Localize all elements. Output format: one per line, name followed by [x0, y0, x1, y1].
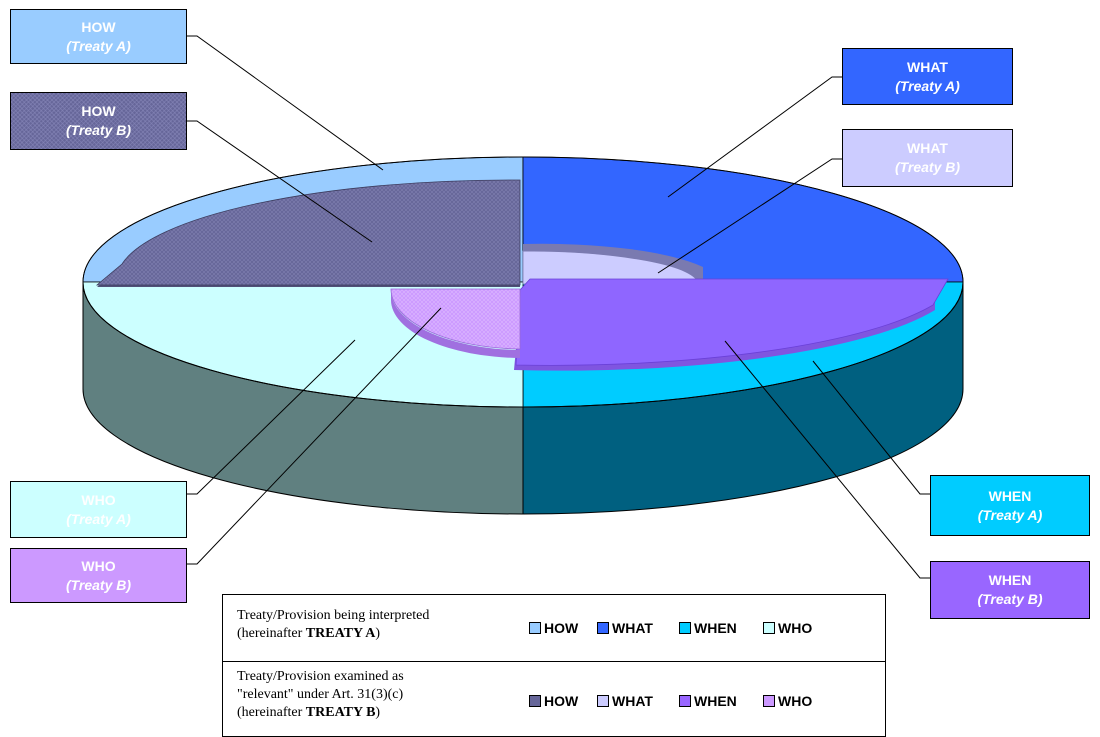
legend-label: HOW — [544, 693, 579, 709]
callout-subtitle: (Treaty B) — [894, 159, 961, 175]
legend-item-what-a: WHAT — [597, 620, 673, 636]
callout-what-treaty-a: WHAT (Treaty A) — [842, 48, 1013, 105]
callout-subtitle: (Treaty B) — [65, 576, 132, 593]
leader-line-what-b — [657, 158, 842, 274]
legend-label: WHO — [778, 693, 813, 709]
legend-row-treaty-b: Treaty/Provision examined as "relevant" … — [223, 662, 885, 737]
legend-text: (hereinafter — [237, 705, 306, 720]
callout-when-treaty-a: WHEN (Treaty A) — [930, 475, 1090, 536]
leader-line-when-b — [724, 340, 930, 579]
slice-how-treaty-b — [95, 179, 521, 286]
leader-line-how-b — [187, 120, 373, 243]
legend-items-treaty-a: HOW WHAT WHEN WHO — [529, 620, 812, 636]
legend-item-how-a: HOW — [529, 620, 591, 636]
slice-when-treaty-b — [515, 278, 949, 366]
callout-title: WHAT — [907, 58, 948, 75]
callout-title: HOW — [81, 103, 116, 119]
legend-treaty-name: TREATY A — [305, 626, 376, 641]
callout-title: WHO — [81, 557, 116, 574]
leader-line-how-a — [187, 35, 384, 171]
legend-label: WHEN — [694, 620, 737, 636]
callout-title: WHEN — [988, 572, 1032, 588]
legend-swatch — [763, 622, 775, 634]
leader-line-when-a — [812, 360, 930, 495]
legend-item-when-b: WHEN — [679, 693, 757, 709]
leader-line-what-a — [667, 76, 842, 198]
leader-line-who-b — [187, 307, 442, 565]
legend: Treaty/Provision being interpreted (here… — [222, 594, 886, 737]
legend-label: WHO — [778, 620, 813, 636]
legend-line: "relevant" under Art. 31(3)(c) — [237, 687, 404, 702]
legend-line: (hereinafter TREATY A) — [237, 625, 507, 643]
legend-swatch — [597, 695, 609, 707]
legend-description-treaty-a: Treaty/Provision being interpreted (here… — [237, 607, 507, 643]
legend-swatch — [679, 695, 691, 707]
slice-what-treaty-b — [522, 250, 699, 285]
legend-label: WHAT — [612, 693, 653, 709]
callout-subtitle: (Treaty B) — [977, 591, 1043, 607]
legend-text: (hereinafter — [237, 626, 306, 641]
legend-item-what-b: WHAT — [597, 693, 673, 709]
callout-title: WHAT — [907, 140, 948, 156]
callout-title: HOW — [81, 18, 116, 35]
legend-swatch — [679, 622, 691, 634]
legend-text: ) — [375, 626, 381, 641]
legend-swatch — [763, 695, 775, 707]
callout-subtitle: (Treaty A) — [977, 506, 1043, 523]
callout-subtitle: (Treaty A) — [66, 37, 131, 54]
callout-subtitle: (Treaty A) — [66, 510, 131, 527]
legend-swatch — [529, 622, 541, 634]
legend-label: HOW — [544, 620, 579, 636]
callout-title: WHEN — [988, 487, 1032, 504]
leader-lines — [187, 35, 930, 579]
pie-top-outline — [82, 156, 964, 408]
legend-description-treaty-b: Treaty/Provision examined as "relevant" … — [237, 668, 507, 722]
legend-item-who-a: WHO — [763, 620, 812, 636]
callout-subtitle: (Treaty A) — [895, 77, 960, 94]
legend-swatch — [597, 622, 609, 634]
legend-line: Treaty/Provision being interpreted — [237, 608, 430, 623]
legend-treaty-name: TREATY B — [305, 705, 376, 720]
callout-who-treaty-b: WHO (Treaty B) — [10, 548, 187, 603]
legend-item-how-b: HOW — [529, 693, 591, 709]
slice-who-treaty-b-rim — [390, 288, 520, 358]
legend-item-who-b: WHO — [763, 693, 812, 709]
legend-swatch — [529, 695, 541, 707]
callout-how-treaty-a: HOW (Treaty A) — [10, 9, 187, 64]
legend-text: ) — [375, 705, 381, 720]
callout-subtitle: (Treaty B) — [65, 122, 132, 138]
callout-who-treaty-a: WHO (Treaty A) — [10, 481, 187, 538]
callout-title: WHO — [81, 491, 116, 508]
legend-item-when-a: WHEN — [679, 620, 757, 636]
legend-row-treaty-a: Treaty/Provision being interpreted (here… — [223, 595, 885, 662]
legend-line: (hereinafter TREATY B) — [237, 704, 507, 722]
legend-line: Treaty/Provision examined as — [237, 669, 404, 684]
callout-what-treaty-b: WHAT (Treaty B) — [842, 129, 1013, 187]
legend-label: WHEN — [694, 693, 737, 709]
callout-when-treaty-b: WHEN (Treaty B) — [930, 561, 1090, 619]
leader-line-who-a — [187, 339, 356, 495]
slice-who-treaty-b — [390, 288, 521, 350]
callout-how-treaty-b: HOW (Treaty B) — [10, 92, 187, 150]
legend-items-treaty-b: HOW WHAT WHEN WHO — [529, 693, 812, 709]
legend-label: WHAT — [612, 620, 653, 636]
